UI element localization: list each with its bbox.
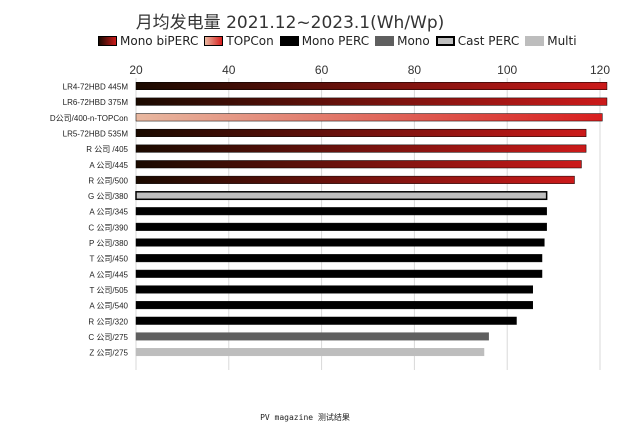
bar [135,332,489,341]
bar [135,82,608,90]
category-label: R 公司 /405 [86,145,128,154]
category-label: Z 公司/275 [89,349,128,358]
x-tick-label: 20 [129,63,143,77]
legend-item-topcon: TOPCon [204,34,274,48]
bar [135,254,543,263]
category-label: G 公司/380 [88,192,129,201]
bar [135,207,547,216]
category-label: LR4-72HBD 445M [63,83,129,92]
bar [135,285,533,294]
legend-swatch [98,36,117,46]
bar [135,144,587,153]
category-label: T 公司/505 [89,286,128,295]
x-tick-label: 40 [222,63,236,77]
legend-item-mono: Mono [375,34,430,48]
bar [135,128,587,137]
bar [135,191,548,201]
category-label: C 公司/275 [88,333,128,342]
x-tick-label: 80 [408,63,422,77]
category-label: D公司/400-n-TOPCon [50,114,128,123]
category-label: A 公司/445 [89,161,128,170]
legend-swatch [525,36,545,46]
bar [135,160,582,169]
category-label: A 公司/540 [89,302,128,311]
category-label: LR5-72HBD 535M [63,129,129,138]
category-label: C 公司/390 [88,223,128,232]
legend-label: TOPCon [226,34,274,48]
category-label: A 公司/345 [89,208,128,217]
legend: Mono biPERC TOPCon Mono PERC Mono Cast P… [98,34,583,48]
legend-item-mono-perc: Mono PERC [279,34,370,48]
bar [135,97,608,106]
bar [135,175,575,184]
legend-item-cast-perc: Cast PERC [435,34,520,48]
legend-label: Multi [547,34,577,48]
bar [135,269,543,278]
bar [135,113,603,122]
category-label: R 公司/320 [88,317,128,326]
category-label: LR6-72HBD 375M [63,98,129,107]
x-tick-label: 60 [315,63,329,77]
category-label: T 公司/450 [89,255,128,264]
bar [135,238,545,247]
legend-label: Mono biPERC [120,34,199,48]
bar [135,222,547,231]
category-label: A 公司/445 [89,270,128,279]
bar [135,348,485,357]
legend-label: Mono [397,34,430,48]
legend-item-mono-biperc: Mono biPERC [98,34,198,48]
bar [135,316,517,325]
legend-label: Cast PERC [457,34,520,48]
legend-swatch [279,36,299,46]
bar [135,301,533,310]
category-label: R 公司/500 [88,176,128,185]
footer-caption: PV magazine 测试结果 [260,413,350,422]
legend-swatch [435,36,455,46]
category-label: P 公司/380 [89,239,129,248]
x-tick-label: 100 [497,63,517,77]
legend-swatch [375,36,395,46]
legend-label: Mono PERC [301,34,370,48]
chart-title: 月均发电量 2021.12~2023.1(Wh/Wp) [135,13,445,33]
legend-item-multi: Multi [525,34,577,48]
x-tick-label: 120 [590,63,610,77]
legend-swatch [204,36,224,46]
